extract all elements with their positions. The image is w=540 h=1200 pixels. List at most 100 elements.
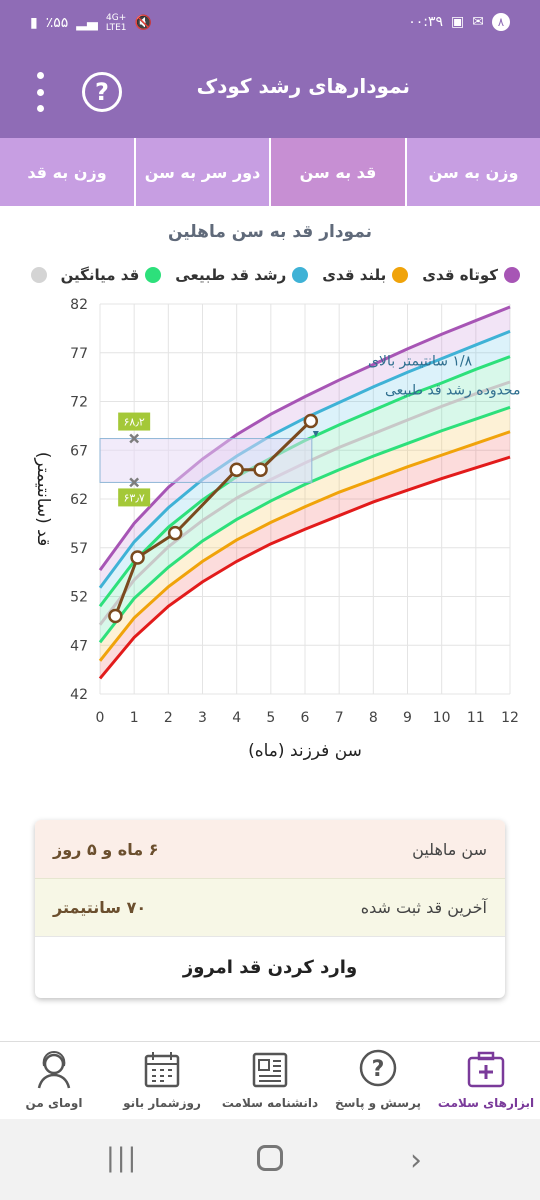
y-tick-label: 42	[70, 687, 88, 703]
legend-label: کوتاه قدی	[422, 266, 498, 284]
legend-label: رشد قد طبیعی	[175, 266, 287, 284]
y-tick-label: 67	[70, 443, 88, 459]
upper-tag-bg	[118, 412, 151, 431]
question-bubble-icon: ?	[359, 1049, 397, 1087]
x-tick-label: 6	[301, 710, 310, 726]
svg-text:?: ?	[372, 1057, 385, 1082]
mute-icon: 🔇	[134, 15, 152, 31]
help-button[interactable]: ?	[82, 72, 122, 112]
x-tick-label: 3	[198, 710, 207, 726]
y-axis-label: قد (سانتیمتر)	[33, 452, 53, 546]
reference-curve	[98, 305, 511, 572]
nav-encyclopedia[interactable]: دانشنامه سلامت	[216, 1042, 324, 1119]
y-tick-label: 52	[70, 590, 88, 606]
legend-item: کوتاه قدی	[422, 266, 520, 284]
tab-weight-age[interactable]: وزن به سن	[405, 138, 540, 206]
height-label: آخرین قد ثبت شده	[360, 898, 487, 917]
legend-dot-icon	[30, 267, 47, 283]
calendar-icon	[144, 1052, 180, 1088]
nav-label: ابزارهای سلامت	[437, 1096, 535, 1110]
annotation-line-1: ۱/۸ سانتیمتر بالای	[368, 353, 473, 369]
x-tick-label: 1	[130, 710, 139, 726]
system-nav-bar: ||| ›	[0, 1119, 540, 1200]
reference-band	[100, 431, 510, 679]
enter-height-button[interactable]: وارد کردن قد امروز	[35, 936, 505, 998]
nav-label: پرسش و پاسخ	[335, 1096, 422, 1110]
tab-height-age[interactable]: قد به سن	[269, 138, 405, 206]
x-tick-label: 9	[403, 710, 412, 726]
age-value: ۶ ماه و ۵ روز	[53, 839, 159, 859]
chart-title: نمودار قد به سن ماهلین	[168, 222, 372, 242]
y-tick-label: 57	[70, 541, 88, 557]
tab-head-age[interactable]: دور سر به سن	[134, 138, 269, 206]
reference-curve	[98, 430, 511, 662]
lower-tag: ۶۳٫۷	[124, 491, 145, 504]
nav-calendar[interactable]: روزشمار بانو	[108, 1042, 216, 1119]
lower-tag-bg	[118, 488, 151, 507]
nav-profile[interactable]: اومای من	[0, 1042, 108, 1119]
measurement-line	[113, 419, 312, 617]
chart-legend: کوتاه قدی بلند قدی رشد قد طبیعی قد میانگ…	[25, 266, 520, 284]
newspaper-icon	[252, 1052, 288, 1088]
legend-label: بلند قدی	[322, 266, 387, 284]
reference-band	[100, 331, 510, 607]
main-content: نمودار قد به سن ماهلین کوتاه قدی بلند قد…	[0, 206, 540, 1041]
tab-weight-height[interactable]: وزن به قد	[27, 162, 107, 182]
normal-range-box	[99, 438, 313, 483]
measurement-point	[108, 608, 123, 624]
status-right: ۰۰:۳۹ ▣ ✉ ۸	[408, 13, 510, 31]
nav-health-tools[interactable]: ابزارهای سلامت	[432, 1042, 540, 1119]
x-tick-label: 7	[335, 710, 344, 726]
legend-dot-icon	[145, 267, 162, 283]
x-tick-label: 8	[369, 710, 378, 726]
x-axis-label: سن فرزند (ماه)	[248, 741, 362, 761]
measurement-point	[167, 525, 183, 541]
legend-dot-icon	[392, 267, 409, 283]
status-bar: ۰۰:۳۹ ▣ ✉ ۸ ▮ ٪۵۵ ▂▄ 4G+ LTE1 🔇	[0, 0, 540, 44]
reference-band	[100, 356, 510, 625]
arrow-marker-icon	[312, 431, 319, 437]
y-tick-label: 62	[70, 492, 88, 508]
reference-band	[100, 382, 510, 643]
legend-dot-icon	[504, 267, 520, 283]
nav-label: روزشمار بانو	[123, 1096, 201, 1110]
network-type: 4G+	[106, 13, 127, 23]
legend-label: قد میانگین	[60, 266, 140, 284]
x-tick-label: 5	[266, 710, 275, 726]
woman-avatar-icon	[37, 1050, 71, 1089]
overflow-menu-button[interactable]	[34, 72, 46, 112]
y-tick-label: 72	[70, 395, 88, 411]
nav-qa[interactable]: ? پرسش و پاسخ	[324, 1042, 432, 1119]
measurement-point	[229, 462, 244, 477]
medical-kit-icon	[467, 1051, 505, 1088]
chart-tabs: وزن به سن قد به سن دور سر به سن وزن به ق…	[0, 138, 540, 206]
recents-icon[interactable]: |||	[106, 1143, 139, 1173]
measurement-point	[253, 462, 268, 477]
x-tick-label: 12	[501, 710, 519, 726]
legend-item: قد میانگین	[61, 266, 162, 284]
measurement-point	[130, 550, 145, 565]
menu-dot-icon	[36, 72, 44, 79]
app-bar: نمودارهای رشد کودک ?	[0, 44, 540, 138]
age-row: سن ماهلین ۶ ماه و ۵ روز	[35, 820, 505, 878]
reference-curve	[98, 405, 511, 644]
y-tick-label: 47	[70, 638, 88, 654]
measurement-point	[303, 413, 319, 429]
status-left: ▮ ٪۵۵ ▂▄ 4G+ LTE1 🔇	[30, 13, 152, 33]
legend-item: رشد قد طبیعی	[175, 266, 309, 284]
status-time: ۰۰:۳۹	[408, 14, 444, 30]
signal-icon: ▂▄	[76, 15, 98, 31]
menu-dot-icon	[36, 88, 44, 96]
y-tick-label: 77	[70, 346, 88, 362]
legend-dot-icon	[292, 267, 309, 283]
battery-percent: ٪۵۵	[45, 15, 69, 31]
network-lte: LTE1	[105, 23, 127, 33]
age-label: سن ماهلین	[412, 839, 487, 859]
range-marker	[129, 433, 140, 444]
back-icon[interactable]: ›	[410, 1143, 422, 1178]
y-tick-label: 82	[70, 297, 88, 313]
menu-dot-icon	[36, 105, 44, 112]
reference-curve	[98, 455, 511, 680]
home-icon[interactable]	[257, 1145, 283, 1171]
